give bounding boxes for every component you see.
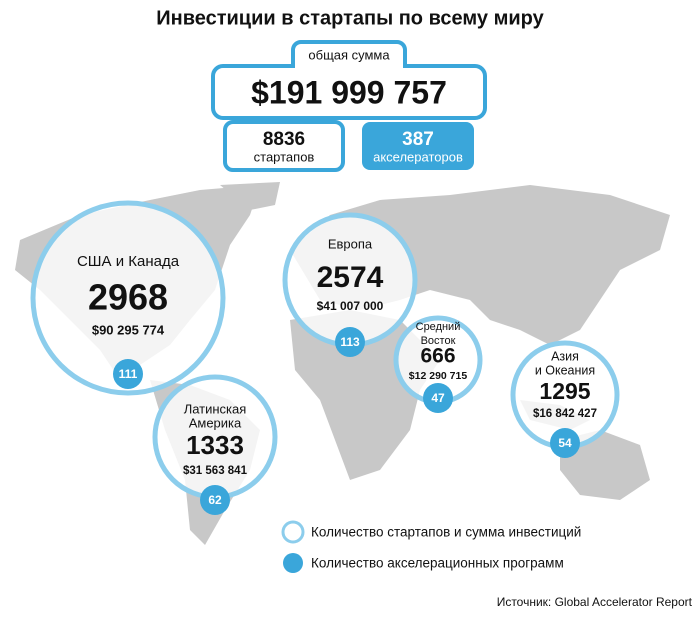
region-startups: 2968 (88, 277, 168, 318)
startups-value: 8836 (263, 129, 305, 150)
source: Источник: Global Accelerator Report (497, 595, 693, 609)
region-name: и Океания (535, 363, 595, 377)
tab-join (295, 60, 403, 70)
region-name: Европа (328, 236, 373, 251)
accelerator-dot (423, 383, 453, 413)
region-accelerators: 111 (119, 367, 138, 381)
region-startups: 666 (420, 345, 455, 368)
region-accelerators: 54 (558, 436, 572, 450)
region-ring (30, 200, 226, 396)
region-amount: $16 842 427 (533, 408, 597, 420)
regions: США и Канада 2968 $90 295 774 111 Европа 2574… (30, 200, 620, 515)
accelerators-box (362, 122, 474, 170)
legend-dot-label: Количество акселерационных программ (311, 556, 564, 571)
region-startups: 1333 (186, 430, 244, 460)
region-name: Америка (189, 415, 242, 430)
region-amount: $12 290 715 (409, 370, 468, 382)
region-accelerators: 62 (208, 493, 222, 507)
startups-box (223, 120, 345, 172)
title: Инвестиции в стартапы по всему миру (156, 7, 544, 29)
region-startups: 2574 (317, 261, 384, 294)
region-accelerators: 47 (431, 391, 445, 405)
legend-ring-label: Количество стартапов и сумма инвестиций (311, 525, 581, 540)
region-name: Средний (416, 321, 461, 333)
total-value: $191 999 757 (251, 74, 447, 110)
region-name: Азия (551, 349, 579, 363)
region-startups: 1295 (539, 378, 590, 404)
accelerators-value: 387 (402, 129, 434, 150)
region-name: США и Канада (77, 253, 180, 270)
region-amount: $41 007 000 (317, 299, 384, 313)
accelerator-dot (113, 359, 143, 389)
legend-ring (281, 520, 305, 544)
accelerator-dot (550, 428, 580, 458)
region-amount: $31 563 841 (183, 465, 248, 477)
accelerator-dot (200, 485, 230, 515)
region-name: Восток (421, 335, 456, 347)
startups-label: стартапов (254, 149, 315, 164)
region-amount: $90 295 774 (92, 322, 165, 337)
accelerator-dot (335, 327, 365, 357)
accelerators-label: акселераторов (373, 149, 463, 164)
region-accelerators: 113 (340, 335, 360, 349)
total-label: общая сумма (308, 47, 390, 62)
region-name: Латинская (184, 401, 247, 416)
legend-dot (283, 553, 303, 573)
